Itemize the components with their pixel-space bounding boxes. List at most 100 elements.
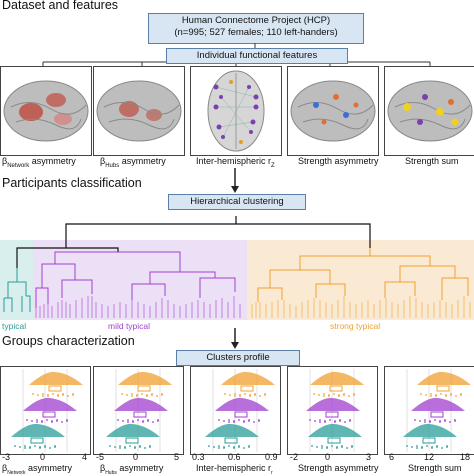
rain-point — [224, 393, 226, 395]
rain-point — [127, 419, 129, 421]
rain-point — [334, 421, 336, 423]
rain-point — [318, 394, 320, 396]
tick-strsum-max: 18 — [460, 452, 471, 462]
rain-point — [119, 445, 121, 447]
rain-point — [229, 394, 231, 396]
rain-point — [254, 394, 256, 396]
rain-point — [144, 447, 146, 449]
density-cloud — [114, 397, 168, 411]
tick-hubs-mid: 0 — [133, 452, 139, 462]
rain-point — [131, 395, 133, 397]
box-plot — [133, 411, 147, 418]
rain-point — [62, 394, 64, 396]
rain-point — [213, 446, 215, 448]
axis-caption-hubs: βHubs asymmetry — [100, 463, 164, 476]
rain-point — [406, 445, 408, 447]
rain-point — [114, 446, 116, 448]
brain-panel-hubs — [93, 66, 185, 156]
rain-point — [424, 419, 426, 421]
rain-point — [259, 395, 261, 397]
profile-panel-hubs — [93, 366, 184, 455]
box-plot — [234, 411, 248, 418]
rain-point — [238, 446, 240, 448]
rain-point — [454, 420, 456, 422]
rain-point — [109, 445, 111, 447]
density-cloud — [411, 397, 465, 411]
rain-point — [331, 445, 333, 447]
rain-point — [234, 395, 236, 397]
rain-point — [309, 419, 311, 421]
box-plot — [137, 385, 151, 392]
brain-panel-strength-asym — [287, 66, 379, 156]
density-cloud — [308, 423, 362, 437]
feature-caption-strength-sum: Strength sum — [405, 156, 459, 166]
rain-point — [42, 393, 44, 395]
rain-point — [321, 447, 323, 449]
profile-box: Clusters profile — [176, 350, 300, 366]
section-title-classification: Participants classification — [2, 176, 142, 190]
rain-point — [157, 420, 159, 422]
rain-point — [426, 445, 428, 447]
raincloud-plot — [403, 369, 471, 452]
rain-point — [440, 393, 442, 395]
rain-point — [42, 395, 44, 397]
hcp-box: Human Connectome Project (HCP) (n=995; 5… — [148, 13, 364, 44]
rain-point — [248, 446, 250, 448]
rain-point — [333, 393, 335, 395]
rain-point — [435, 395, 437, 397]
rain-point — [441, 447, 443, 449]
density-cloud — [205, 423, 259, 437]
rain-point — [264, 394, 266, 396]
axis-caption-strength-sum: Strength sum — [408, 463, 462, 473]
rain-point — [444, 420, 446, 422]
rain-point — [243, 447, 245, 449]
rain-point — [141, 393, 143, 395]
density-cloud — [417, 371, 471, 385]
rain-point — [243, 421, 245, 423]
rain-point — [72, 394, 74, 396]
profile-panel-strength-sum — [384, 366, 474, 455]
tick-network-max: 4 — [82, 452, 88, 462]
rain-point — [146, 395, 148, 397]
rain-point — [434, 419, 436, 421]
rain-point — [127, 421, 129, 423]
rain-point — [137, 419, 139, 421]
rain-point — [319, 419, 321, 421]
rain-point — [36, 421, 38, 423]
rain-point — [41, 421, 43, 423]
brain-network-icon — [3, 80, 89, 142]
rain-point — [248, 420, 250, 422]
rain-point — [314, 420, 316, 422]
rain-point — [31, 420, 33, 422]
rain-point — [339, 420, 341, 422]
rain-point — [329, 419, 331, 421]
brain-strength-sum-icon — [387, 80, 473, 142]
rain-point — [328, 395, 330, 397]
tick-network-min: -3 — [2, 452, 11, 462]
cluster-label-mild: mild typical — [108, 321, 151, 331]
rain-point — [424, 421, 426, 423]
rain-point — [52, 393, 54, 395]
rain-point — [161, 394, 163, 396]
rain-point — [131, 393, 133, 395]
rain-point — [223, 420, 225, 422]
rain-point — [249, 395, 251, 397]
rain-point — [57, 395, 59, 397]
rain-point — [142, 421, 144, 423]
rain-point — [136, 395, 138, 397]
rain-point — [239, 395, 241, 397]
tick-network-mid: 0 — [40, 452, 46, 462]
rain-point — [26, 419, 28, 421]
density-cloud — [306, 397, 360, 411]
hierarchical-box: Hierarchical clustering — [168, 194, 306, 210]
rain-point — [29, 447, 31, 449]
rain-point — [36, 419, 38, 421]
section-title-groups: Groups characterization — [2, 334, 135, 348]
tick-hubs-max: 5 — [174, 452, 180, 462]
rain-point — [228, 419, 230, 421]
rain-point — [439, 421, 441, 423]
rain-point — [139, 446, 141, 448]
box-plot — [42, 411, 56, 418]
tick-strasym-mid: 0 — [325, 452, 331, 462]
rain-point — [419, 420, 421, 422]
